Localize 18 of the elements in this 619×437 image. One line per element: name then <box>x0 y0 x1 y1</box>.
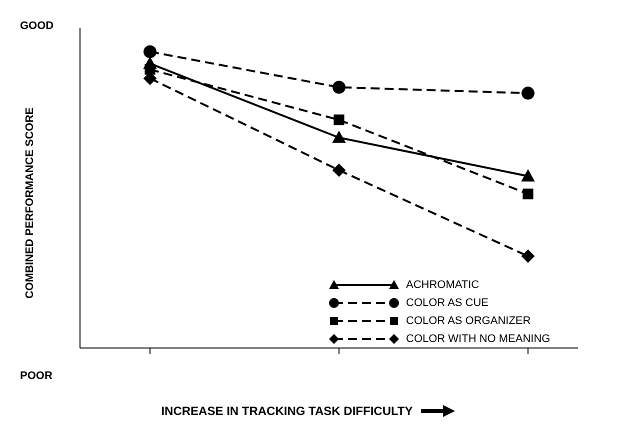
legend-label: COLOR AS CUE <box>406 297 489 309</box>
legend-label: ACHROMATIC <box>406 279 480 291</box>
point <box>332 164 346 177</box>
point <box>332 80 346 94</box>
point <box>332 131 346 143</box>
point <box>334 114 344 126</box>
text: GOOD <box>20 20 54 32</box>
point <box>522 188 534 200</box>
point <box>522 170 534 182</box>
x-axis-title: INCREASE IN TRACKING TASK DIFFICULTY <box>161 404 413 418</box>
text: POOR <box>20 370 52 382</box>
point <box>522 250 534 263</box>
point <box>144 57 156 69</box>
y-axis-title: COMBINED PERFORMANCE SCORE <box>24 107 36 299</box>
point <box>522 86 534 100</box>
legend-label: COLOR AS ORGANIZER <box>406 315 531 327</box>
point <box>144 45 156 58</box>
legend-label: COLOR WITH NO MEANING <box>406 333 550 345</box>
